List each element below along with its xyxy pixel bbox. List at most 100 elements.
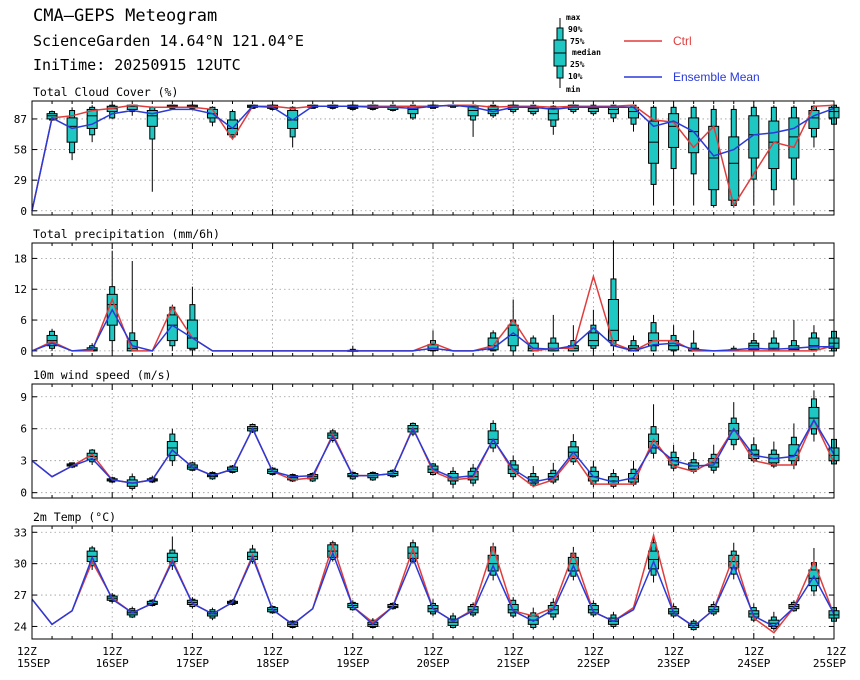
panel-title: Total precipitation (mm/6h) bbox=[33, 227, 220, 241]
box-inner bbox=[587, 332, 599, 347]
box-inner bbox=[728, 136, 740, 201]
panel-title: 2m Temp (°C) bbox=[33, 510, 116, 524]
x-tick-label-hour: 12Z bbox=[423, 645, 443, 658]
box-inner bbox=[668, 113, 680, 148]
init-time-subtitle: IniTime: 20250915 12UTC bbox=[33, 56, 241, 74]
y-tick-label: 33 bbox=[14, 526, 27, 539]
y-tick-label: 30 bbox=[14, 558, 27, 571]
x-tick-label-date: 25SEP bbox=[813, 657, 846, 670]
y-tick-label: 0 bbox=[20, 345, 27, 358]
box-inner bbox=[186, 319, 198, 349]
legend: max 90% 75% median 25% 10% min Ctrl Ense… bbox=[553, 13, 760, 94]
panel-1: Total precipitation (mm/6h) 0 6 12 18 bbox=[14, 227, 840, 358]
box-inner bbox=[788, 117, 800, 159]
legend-max-label: max bbox=[566, 13, 581, 22]
panel-frame bbox=[31, 383, 835, 499]
box-plot bbox=[487, 420, 499, 453]
y-tick-label: 29 bbox=[14, 174, 27, 187]
legend-ctrl-label: Ctrl bbox=[673, 34, 692, 48]
box-inner bbox=[66, 117, 78, 143]
ctrl-series-line bbox=[31, 273, 835, 352]
box-plot bbox=[186, 286, 198, 351]
box-plot bbox=[587, 309, 599, 351]
box-plot bbox=[547, 105, 559, 135]
y-tick-label: 6 bbox=[20, 314, 27, 327]
box-inner bbox=[587, 605, 599, 614]
x-tick-label-date: 17SEP bbox=[176, 657, 209, 670]
legend-p10-label: 10% bbox=[568, 72, 583, 81]
box-inner bbox=[166, 441, 178, 456]
location-subtitle: ScienceGarden 14.64°N 121.04°E bbox=[33, 32, 304, 50]
mean-series-line bbox=[31, 551, 835, 628]
panel-frame bbox=[31, 100, 835, 216]
box-plot bbox=[748, 603, 760, 623]
x-tick-label-date: 21SEP bbox=[497, 657, 530, 670]
box-plot bbox=[648, 105, 660, 206]
box-inner bbox=[748, 342, 760, 351]
panel-3: 2m Temp (°C) 24 27 30 33 bbox=[14, 510, 840, 640]
box-inner bbox=[146, 110, 158, 127]
panel-frame bbox=[31, 242, 835, 357]
box-inner bbox=[427, 344, 439, 351]
box-plot bbox=[146, 106, 158, 192]
box-inner bbox=[607, 299, 619, 342]
panel-title: 10m wind speed (m/s) bbox=[33, 368, 171, 382]
y-tick-label: 12 bbox=[14, 283, 27, 296]
box-inner bbox=[547, 107, 559, 121]
y-tick-label: 0 bbox=[20, 487, 27, 500]
box-inner bbox=[487, 430, 499, 445]
x-tick-label-date: 20SEP bbox=[416, 657, 449, 670]
x-tick-label-date: 22SEP bbox=[577, 657, 610, 670]
legend-median-label: median bbox=[572, 47, 601, 57]
y-tick-label: 9 bbox=[20, 391, 27, 404]
legend-p25-label: 25% bbox=[570, 60, 585, 69]
legend-mean-label: Ensemble Mean bbox=[673, 70, 760, 84]
box-plot bbox=[407, 104, 419, 120]
box-inner bbox=[768, 120, 780, 170]
panel-0: Total Cloud Cover (%) 0 29 58 87 bbox=[14, 85, 840, 218]
box-inner bbox=[748, 115, 760, 159]
box-plot bbox=[748, 105, 760, 206]
y-tick-label: 24 bbox=[14, 620, 28, 633]
y-tick-label: 3 bbox=[20, 455, 27, 468]
x-tick-label-hour: 12Z bbox=[744, 645, 764, 658]
box-plot bbox=[86, 105, 98, 143]
y-tick-label: 6 bbox=[20, 423, 27, 436]
box-inner bbox=[648, 332, 660, 347]
y-tick-label: 0 bbox=[20, 205, 27, 218]
mean-series-line bbox=[31, 308, 834, 352]
box-inner bbox=[86, 108, 98, 129]
y-tick-label: 58 bbox=[14, 144, 27, 157]
panel-title: Total Cloud Cover (%) bbox=[33, 85, 178, 99]
panel-background bbox=[32, 526, 834, 639]
legend-p75-label: 75% bbox=[570, 37, 585, 46]
box-plot bbox=[46, 328, 58, 351]
box-plot bbox=[327, 540, 339, 562]
box-inner bbox=[688, 117, 700, 154]
box-inner bbox=[467, 105, 479, 117]
x-tick-label-hour: 12Z bbox=[583, 645, 603, 658]
y-tick-label: 87 bbox=[14, 113, 27, 126]
x-tick-label-date: 19SEP bbox=[336, 657, 369, 670]
x-tick-label-date: 15SEP bbox=[17, 657, 50, 670]
x-tick-label-hour: 12Z bbox=[102, 645, 122, 658]
x-tick-label-hour: 12Z bbox=[503, 645, 523, 658]
y-tick-label: 27 bbox=[14, 589, 27, 602]
x-tick-label-date: 18SEP bbox=[256, 657, 289, 670]
box-plot bbox=[768, 105, 780, 206]
mean-series-line bbox=[31, 104, 835, 211]
x-tick-label-hour: 12Z bbox=[182, 645, 202, 658]
box-inner bbox=[728, 422, 740, 440]
chart-title: CMA—GEPS Meteogram bbox=[33, 6, 218, 26]
box-inner bbox=[547, 342, 559, 352]
x-tick-label-date: 24SEP bbox=[737, 657, 770, 670]
x-tick-label-hour: 12Z bbox=[17, 645, 37, 658]
box-inner bbox=[628, 106, 639, 119]
x-tick-label-hour: 12Z bbox=[343, 645, 363, 658]
box-inner bbox=[808, 337, 820, 350]
box-plot bbox=[166, 428, 178, 467]
x-tick-label-hour: 12Z bbox=[826, 645, 846, 658]
x-tick-label-date: 16SEP bbox=[96, 657, 129, 670]
y-tick-label: 18 bbox=[14, 252, 27, 265]
